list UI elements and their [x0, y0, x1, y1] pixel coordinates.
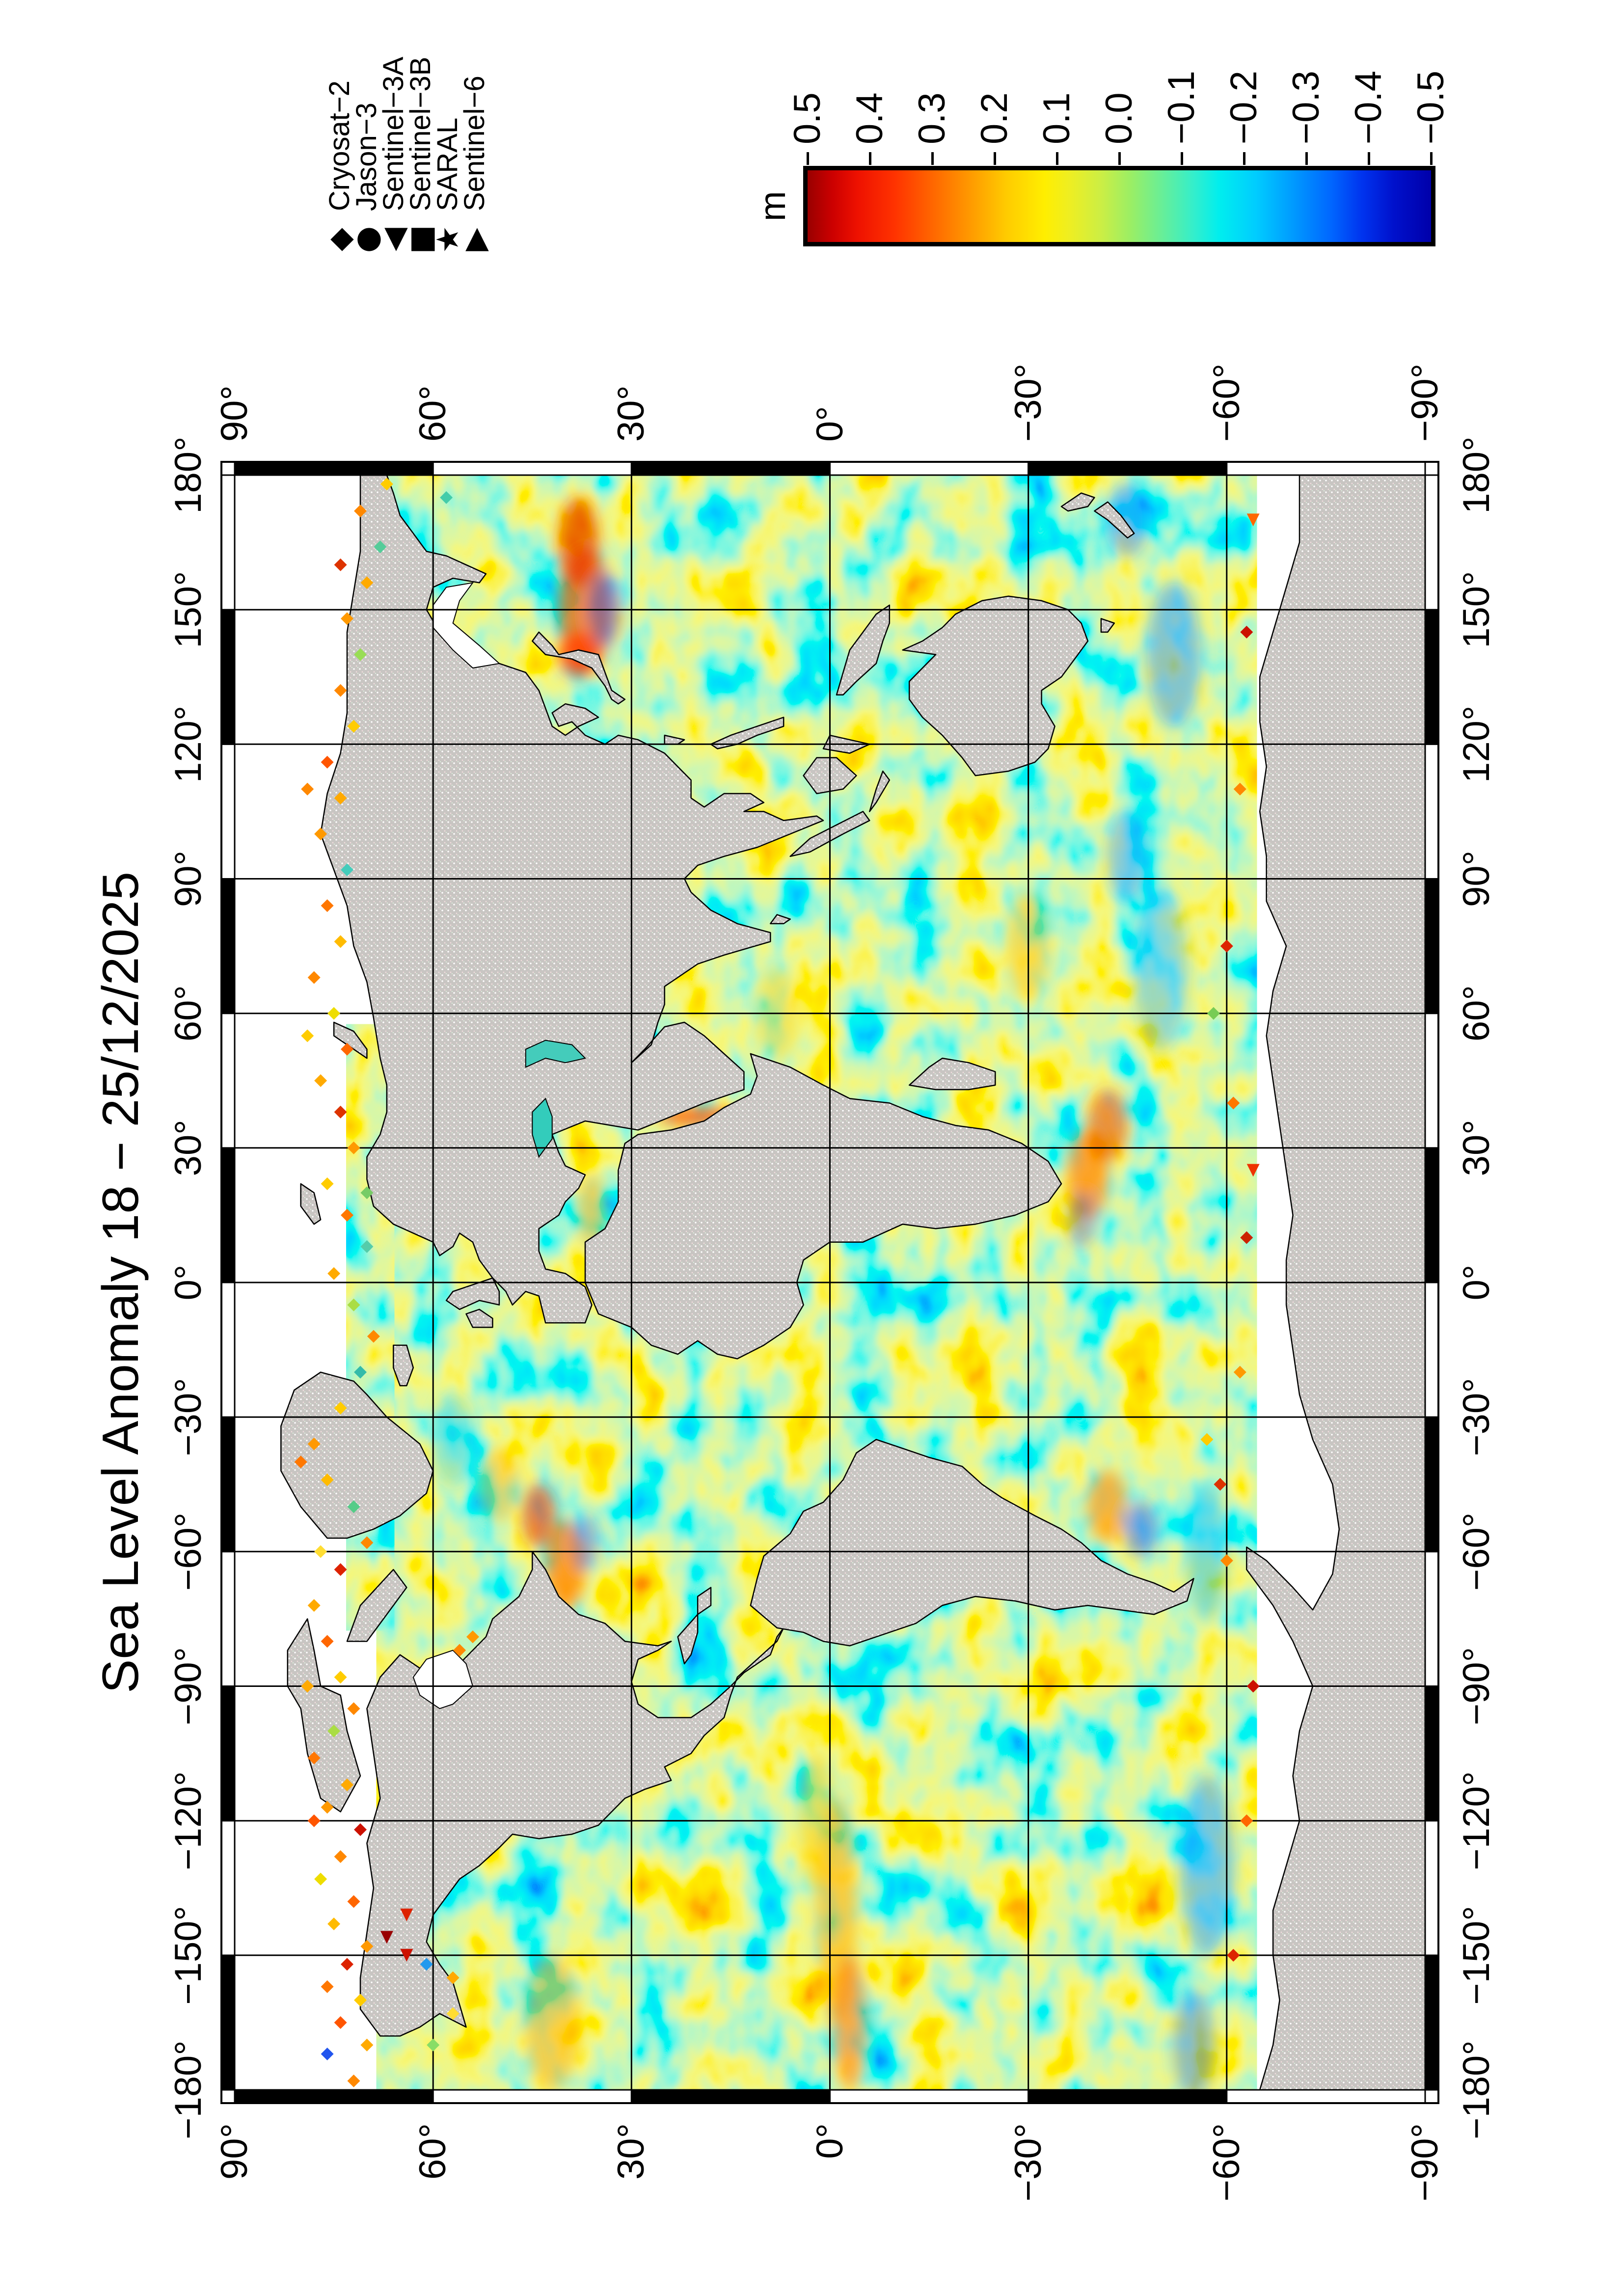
lon-tick-label: 0°: [167, 1264, 209, 1301]
colorbar-tick-label: −0.2: [1223, 70, 1265, 144]
lon-tick-label: −150°: [1456, 1906, 1497, 2005]
lon-tick-label: 60°: [1456, 985, 1497, 1042]
lat-tick-label: −60°: [1205, 363, 1247, 442]
lon-tick-label: −150°: [167, 1906, 209, 2005]
colorbar-tick: [1367, 152, 1370, 165]
lon-tick-label: −30°: [167, 1378, 209, 1456]
lat-tick-label: 0°: [809, 406, 851, 442]
legend-item-label: Sentinel−3B: [405, 56, 436, 211]
graticule: [235, 475, 1425, 2090]
world-map: [219, 460, 1440, 2105]
lat-tick-label: 30°: [610, 2123, 652, 2180]
lat-tick-label: −90°: [1404, 363, 1446, 442]
legend-item-label: Sentinel−6: [459, 76, 490, 211]
colorbar-tick-label: 0.1: [1036, 92, 1078, 144]
lon-tick-label: 0°: [1456, 1264, 1497, 1301]
colorbar: [803, 166, 1435, 246]
satellite-legend: ◆ Cryosat−2 ● Jason−3 ◀ Sentinel−3A ■ Sentinel−…: [322, 56, 492, 261]
colorbar-unit-label: m: [752, 191, 793, 221]
lon-tick-label: 150°: [167, 571, 209, 648]
lon-tick-label: 60°: [167, 985, 209, 1042]
lon-tick-label: −90°: [1456, 1647, 1497, 1726]
lon-tick-label: −180°: [167, 2040, 209, 2139]
lat-tick-label: −30°: [1007, 363, 1049, 442]
lat-tick-label: 90°: [214, 2123, 255, 2180]
lon-tick-label: 180°: [1456, 436, 1497, 514]
colorbar-tick: [1430, 152, 1433, 165]
colorbar-tick-label: −0.4: [1348, 70, 1389, 144]
colorbar-tick: [931, 152, 934, 165]
inland-seas: [525, 1040, 586, 1158]
lon-tick-label: −90°: [167, 1647, 209, 1726]
lat-tick-label: 30°: [610, 385, 652, 442]
lat-tick-label: 0°: [809, 2123, 851, 2159]
lon-tick-label: −120°: [167, 1771, 209, 1870]
colorbar-gradient: [808, 170, 1431, 242]
lat-tick-label: 90°: [214, 385, 255, 442]
colorbar-tick-label: 0.0: [1098, 92, 1140, 144]
lat-tick-label: 60°: [412, 2123, 454, 2180]
triangle-right-icon: ▶: [457, 228, 492, 251]
map-interior: [234, 474, 1426, 2099]
lon-tick-label: 30°: [167, 1120, 209, 1176]
colorbar-tick-label: 0.2: [974, 92, 1015, 144]
legend-item-label: SARAL: [432, 117, 463, 211]
lon-tick-label: −180°: [1456, 2040, 1497, 2139]
lon-tick-label: 90°: [167, 851, 209, 907]
lon-tick-label: 120°: [1456, 705, 1497, 783]
colorbar-tick-label: −0.5: [1410, 70, 1452, 144]
lon-tick-label: 180°: [167, 436, 209, 514]
colorbar-tick-label: 0.5: [786, 92, 828, 144]
lon-tick-label: 30°: [1456, 1120, 1497, 1176]
colorbar-tick: [806, 152, 809, 165]
colorbar-tick: [1305, 152, 1308, 165]
colorbar-tick: [1180, 152, 1183, 165]
fancy-frame: [219, 460, 1440, 2105]
lat-tick-label: 60°: [412, 385, 454, 442]
colorbar-tick: [1243, 152, 1245, 165]
lon-tick-label: 150°: [1456, 571, 1497, 648]
colorbar-tick-label: 0.3: [911, 92, 953, 144]
colorbar-tick: [1055, 152, 1058, 165]
colorbar-tick-label: 0.4: [849, 92, 891, 144]
legend-item-label: Jason−3: [351, 103, 382, 211]
lon-tick-label: −60°: [1456, 1512, 1497, 1591]
lat-tick-label: −30°: [1007, 2123, 1049, 2202]
colorbar-tick-label: −0.1: [1161, 70, 1202, 144]
lat-tick-label: −60°: [1205, 2123, 1247, 2202]
colorbar-tick: [1118, 152, 1121, 165]
map-canvas: [219, 460, 1440, 2105]
colorbar-tick: [993, 152, 996, 165]
lon-tick-label: −60°: [167, 1512, 209, 1591]
colorbar-tick-label: −0.3: [1285, 70, 1327, 144]
lon-tick-label: 120°: [167, 705, 209, 783]
legend-item-label: Sentinel−3A: [378, 56, 409, 211]
page-title: Sea Level Anomaly 18 − 25/12/2025: [92, 872, 149, 1693]
lat-tick-label: −90°: [1404, 2123, 1446, 2202]
lon-tick-label: 90°: [1456, 851, 1497, 907]
lon-tick-label: −30°: [1456, 1378, 1497, 1456]
lon-tick-label: −120°: [1456, 1771, 1497, 1870]
colorbar-tick: [868, 152, 871, 165]
legend-item: ▶ Sentinel−6: [457, 57, 492, 261]
legend-item-label: Cryosat−2: [324, 80, 355, 211]
